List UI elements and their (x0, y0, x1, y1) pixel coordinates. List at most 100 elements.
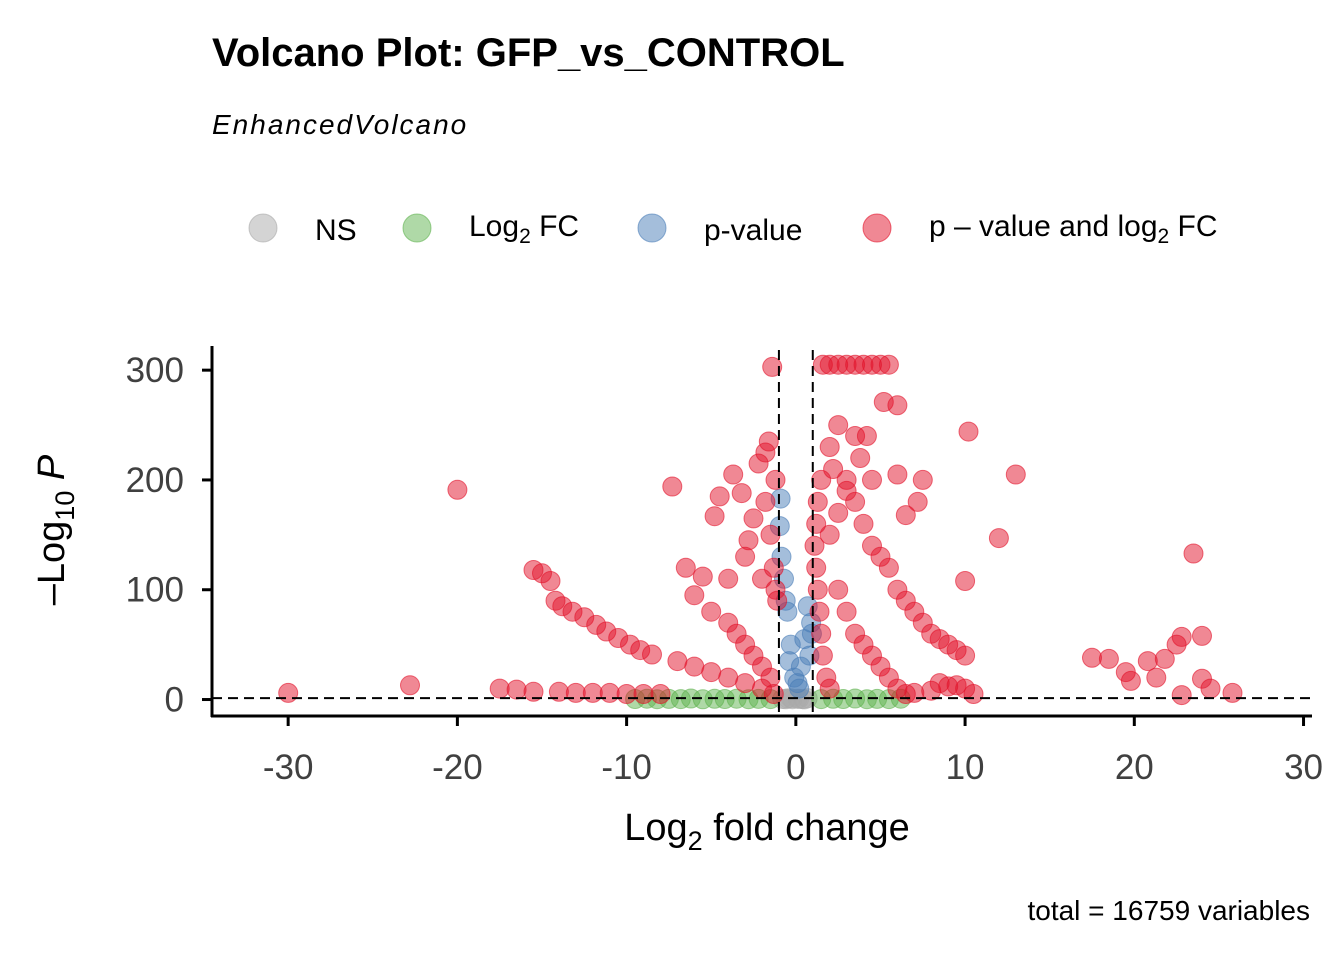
point-series3-120 (828, 579, 849, 600)
point-series3-80 (806, 513, 827, 534)
x-axis-title: Log2 fold change (624, 807, 910, 856)
x-ticks: -30 -20 -10 0 10 20 30 (263, 716, 1323, 787)
point-series3-25 (650, 684, 671, 704)
point-series3-130 (836, 480, 857, 501)
point-series3-71 (878, 354, 899, 375)
point-series3-52 (763, 684, 784, 704)
point-series3-29 (709, 486, 730, 507)
point-series3-104 (887, 464, 908, 485)
point-series3-103 (955, 645, 976, 666)
x-tick-label: 30 (1284, 748, 1323, 787)
point-series3-110 (988, 528, 1009, 549)
legend-key-fc_p (862, 213, 892, 243)
chart-subtitle: EnhancedVolcano (212, 109, 468, 140)
point-series3-75 (845, 426, 866, 446)
point-series3-57 (743, 508, 764, 529)
legend-label-fc_p: p – value and log2 FC (929, 210, 1218, 248)
point-series3-105 (912, 469, 933, 490)
point-series3-91 (853, 513, 874, 534)
x-tick-label: -10 (601, 748, 652, 787)
point-series3-127 (887, 678, 908, 699)
point-series3-62 (762, 356, 783, 377)
point-series3-49 (718, 667, 739, 688)
point-series3-134 (1082, 647, 1102, 668)
point-series3-121 (836, 601, 857, 622)
point-series2-16 (789, 678, 810, 699)
point-series3-50 (735, 673, 756, 694)
point-series3-39 (701, 601, 722, 622)
legend-key-p (637, 213, 667, 243)
point-series3-7 (540, 571, 561, 591)
plot-area: -30 -20 -10 0 10 20 30 0 100 200 300 (126, 346, 1323, 787)
y-tick-label: 0 (165, 681, 184, 720)
point-series3-84 (809, 601, 830, 622)
legend-key-fc (402, 213, 432, 243)
point-series3-132 (850, 448, 871, 468)
y-ticks: 0 100 200 300 (126, 351, 212, 720)
legend: NS Log2 FC p-value p – value and log2 FC (248, 210, 1218, 248)
x-tick-label: 0 (786, 748, 805, 787)
point-series3-26 (662, 476, 683, 497)
point-series3-83 (807, 579, 828, 600)
point-series3-20 (565, 682, 586, 703)
point-series3-88 (819, 678, 840, 699)
point-series3-94 (878, 557, 899, 578)
point-series3-18 (523, 681, 544, 702)
point-series3-58 (735, 546, 756, 567)
point-series3-81 (804, 535, 825, 556)
point-series3-56 (767, 590, 788, 611)
point-series3-131 (823, 459, 844, 479)
point-series3-2 (447, 479, 468, 500)
point-series3-135 (1098, 648, 1119, 669)
x-tick-label: 10 (946, 748, 985, 787)
point-series3-23 (616, 684, 637, 704)
point-series3-28 (692, 566, 713, 587)
point-series3-86 (812, 645, 833, 666)
x-tick-label: -20 (432, 748, 483, 787)
cutoff-lines (212, 350, 1312, 716)
point-series3-133 (862, 469, 882, 490)
legend-label-ns: NS (315, 214, 357, 247)
point-series3-1 (400, 675, 420, 696)
point-series3-109 (1005, 464, 1026, 485)
point-series3-145 (1192, 625, 1212, 646)
y-tick-label: 100 (126, 571, 184, 610)
point-series3-32 (731, 483, 752, 504)
point-series3-53 (760, 524, 781, 545)
point-series3-138 (1137, 651, 1158, 672)
point-series3-33 (738, 530, 759, 551)
point-series3-46 (667, 651, 688, 672)
point-series3-137 (1120, 670, 1141, 691)
point-series3-108 (958, 421, 979, 442)
point-series3-76 (828, 415, 849, 436)
point-series3-142 (1171, 626, 1192, 647)
point-series3-140 (1154, 648, 1175, 669)
point-series3-17 (642, 644, 662, 665)
point-series3-59 (718, 568, 739, 589)
point-series3-129 (828, 502, 849, 523)
legend-label-fc: Log2 FC (469, 210, 579, 248)
point-series3-77 (819, 437, 840, 457)
point-series3-144 (1183, 543, 1204, 564)
point-series3-82 (806, 557, 827, 578)
point-series3-30 (704, 506, 725, 527)
point-series3-21 (582, 682, 603, 703)
point-series3-22 (599, 682, 620, 703)
y-tick-label: 200 (126, 461, 184, 500)
point-series3-73 (887, 395, 908, 416)
point-series3-106 (907, 491, 928, 512)
x-tick-label: 20 (1115, 748, 1154, 787)
point-series3-61 (755, 491, 776, 512)
point-series2-15 (779, 651, 800, 672)
point-series3-147 (1200, 678, 1221, 699)
point-series3-116 (963, 684, 984, 704)
point-series3-3 (489, 678, 510, 699)
point-series3-24 (633, 684, 654, 704)
point-series3-79 (807, 491, 828, 512)
data-points (278, 354, 1243, 710)
y-axis-title: –Log10 P (31, 454, 80, 605)
x-tick-label: -30 (263, 748, 314, 787)
point-series3-148 (1222, 682, 1243, 703)
point-series3-60 (752, 568, 772, 589)
